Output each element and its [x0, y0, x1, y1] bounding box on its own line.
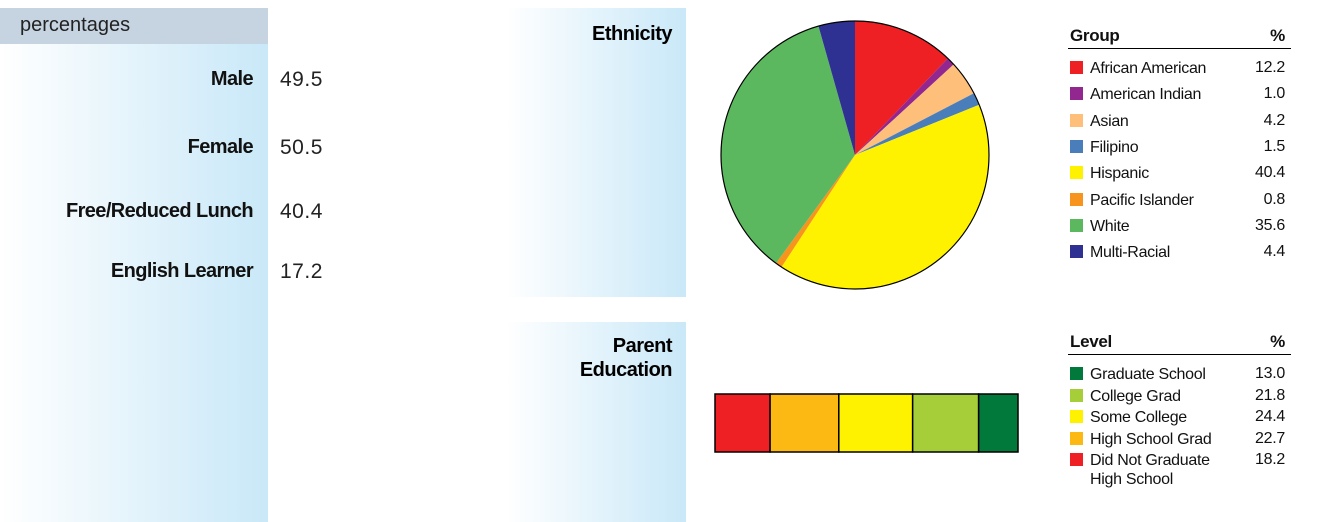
- legend-value: 4.2: [1263, 111, 1286, 129]
- legend-label: Asian: [1090, 112, 1129, 130]
- legend-label: Filipino: [1090, 138, 1139, 156]
- legend-value: 24.4: [1255, 408, 1285, 425]
- bar-segment: [838, 393, 914, 453]
- legend-value-header: %: [1270, 26, 1285, 45]
- pie-slice: [775, 155, 855, 268]
- legend-label: Graduate School: [1090, 366, 1206, 383]
- legend-swatch: [1070, 61, 1083, 74]
- stats-panel: [0, 8, 268, 522]
- stats-header: percentages: [20, 14, 131, 36]
- legend-value: 40.4: [1255, 164, 1285, 182]
- chart-title: Ethnicity: [592, 23, 672, 45]
- pie-slice: [818, 21, 855, 155]
- legend-swatch: [1070, 166, 1083, 180]
- legend-label: College Grad: [1090, 387, 1181, 405]
- legend-value: 35.6: [1255, 216, 1285, 234]
- pie-slice: [855, 58, 954, 155]
- legend-value: 22.7: [1255, 429, 1285, 447]
- stat-value: 50.5: [280, 136, 323, 159]
- legend-label: Multi-Racial: [1090, 244, 1170, 262]
- legend-label: High School Grad: [1090, 430, 1212, 448]
- legend-swatch: [1070, 192, 1083, 206]
- legend-rule: [1068, 48, 1291, 49]
- bar-segment: [714, 393, 771, 453]
- legend-label: American Indian: [1090, 86, 1202, 104]
- pie-outline: [720, 20, 990, 290]
- legend-swatch: [1070, 367, 1083, 380]
- bar-segment: [769, 393, 840, 453]
- legend-swatch: [1070, 388, 1083, 402]
- legend-swatch: [1070, 431, 1083, 445]
- legend-label: Pacific Islander: [1090, 191, 1194, 209]
- legend-header: Group: [1070, 26, 1120, 45]
- ethnicity-panel: [506, 8, 686, 297]
- chart-title: Parent Education: [579, 335, 673, 381]
- legend-swatch: [1070, 139, 1083, 153]
- stat-label: Male: [210, 68, 254, 90]
- legend-value: 0.8: [1263, 190, 1286, 208]
- legend-value: 13.0: [1255, 365, 1285, 382]
- stat-label: English Learner: [110, 260, 254, 282]
- legend-swatch: [1070, 410, 1083, 423]
- legend-swatch: [1070, 218, 1083, 232]
- legend-value: 21.8: [1255, 386, 1285, 404]
- pie-slice: [855, 93, 980, 155]
- education-panel: [506, 322, 686, 522]
- legend-value: 12.2: [1255, 59, 1285, 76]
- stat-value: 40.4: [280, 200, 323, 223]
- legend-label: Hispanic: [1090, 165, 1149, 183]
- legend-value: 1.0: [1263, 85, 1286, 103]
- pie-slice: [781, 104, 990, 290]
- legend-value: 18.2: [1255, 451, 1285, 468]
- legend-value: 4.4: [1263, 243, 1286, 261]
- stat-label: Free/Reduced Lunch: [65, 200, 254, 222]
- legend-swatch: [1070, 453, 1083, 466]
- legend-swatch: [1070, 245, 1083, 259]
- stat-label: Female: [187, 136, 254, 158]
- bar-segment: [911, 393, 980, 453]
- stat-value: 49.5: [280, 68, 323, 91]
- legend-swatch: [1070, 113, 1083, 127]
- legend-label: Did Not Graduate High School: [1090, 452, 1210, 488]
- legend-value-header: %: [1270, 332, 1285, 351]
- legend-value: 1.5: [1263, 137, 1286, 155]
- legend-label: White: [1090, 217, 1130, 235]
- bar-segment: [977, 393, 1019, 453]
- pie-slice: [855, 64, 974, 155]
- pie-slice: [721, 26, 855, 264]
- stat-value: 17.2: [280, 260, 323, 283]
- stats-header-bg: [0, 8, 268, 44]
- legend-header: Level: [1070, 332, 1112, 351]
- legend-swatch: [1070, 87, 1083, 101]
- legend-rule: [1068, 354, 1291, 355]
- legend-label: African American: [1090, 60, 1207, 77]
- pie-slice: [855, 21, 948, 155]
- legend-label: Some College: [1090, 409, 1187, 426]
